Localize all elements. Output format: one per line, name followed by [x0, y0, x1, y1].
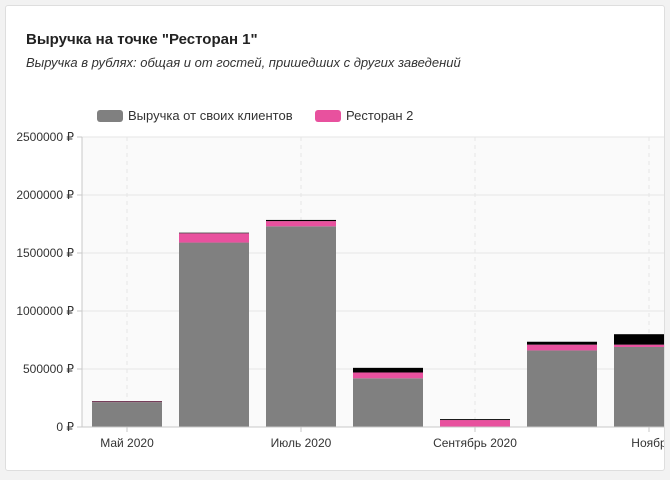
bar-other-2[interactable]: [179, 232, 249, 234]
bar-own-clients-2[interactable]: [179, 242, 249, 427]
bar-restaurant-2-3[interactable]: [266, 221, 336, 227]
bar-restaurant-2-5[interactable]: [440, 420, 510, 427]
x-tick-labels: Май 2020 Июль 2020 Сентябрь 2020 Ноябр: [100, 427, 665, 450]
x-tick-label: Июль 2020: [271, 436, 332, 450]
grid-lines: [77, 136, 664, 428]
legend: Выручка от своих клиентов Ресторан 2: [97, 108, 413, 123]
chart-card: Выручка на точке "Ресторан 1" Выручка в …: [5, 5, 665, 471]
legend-item-restaurant-2[interactable]: Ресторан 2: [315, 108, 413, 123]
legend-item-own-clients[interactable]: Выручка от своих клиентов: [97, 108, 293, 123]
legend-label-restaurant-2: Ресторан 2: [346, 108, 413, 123]
legend-swatch-restaurant-2: [315, 110, 341, 122]
bar-other-5[interactable]: [440, 419, 510, 421]
bar-other-7[interactable]: [614, 334, 665, 345]
chart-subtitle: Выручка в рублях: общая и от гостей, при…: [26, 55, 461, 70]
bar-restaurant-2-7[interactable]: [614, 344, 665, 347]
bars: [92, 219, 665, 427]
bar-own-clients-3[interactable]: [266, 226, 336, 427]
bar-restaurant-2-1[interactable]: [92, 401, 162, 403]
bar-other-6[interactable]: [527, 341, 597, 345]
bar-own-clients-7[interactable]: [614, 346, 665, 427]
bar-restaurant-2-2[interactable]: [179, 233, 249, 243]
legend-swatch-own-clients: [97, 110, 123, 122]
bar-other-3[interactable]: [266, 219, 336, 222]
y-tick-labels: 0 ₽ 500000 ₽ 1000000 ₽ 1500000 ₽ 2000000 ₽ 25…: [16, 130, 74, 434]
bar-own-clients-1[interactable]: [92, 402, 162, 427]
x-tick-label: Ноябр: [631, 436, 665, 450]
bar-other-4[interactable]: [353, 367, 423, 373]
chart-title: Выручка на точке "Ресторан 1": [26, 31, 258, 48]
y-tick-label: 2500000 ₽: [16, 130, 74, 144]
bar-other-1[interactable]: [92, 401, 162, 402]
bar-own-clients-4[interactable]: [353, 378, 423, 427]
x-tick-label: Май 2020: [100, 436, 154, 450]
y-tick-label: 1000000 ₽: [16, 304, 74, 318]
y-tick-label: 500000 ₽: [23, 362, 74, 376]
bar-own-clients-6[interactable]: [527, 350, 597, 427]
bar-restaurant-2-6[interactable]: [527, 344, 597, 351]
bar-restaurant-2-4[interactable]: [353, 372, 423, 379]
legend-label-own-clients: Выручка от своих клиентов: [128, 108, 293, 123]
revenue-chart: 0 ₽ 500000 ₽ 1000000 ₽ 1500000 ₽ 2000000 ₽ 25…: [16, 108, 665, 450]
axes: [81, 137, 664, 428]
x-tick-label: Сентябрь 2020: [433, 436, 517, 450]
y-tick-label: 2000000 ₽: [16, 188, 74, 202]
y-tick-label: 0 ₽: [56, 420, 74, 434]
y-tick-label: 1500000 ₽: [16, 246, 74, 260]
